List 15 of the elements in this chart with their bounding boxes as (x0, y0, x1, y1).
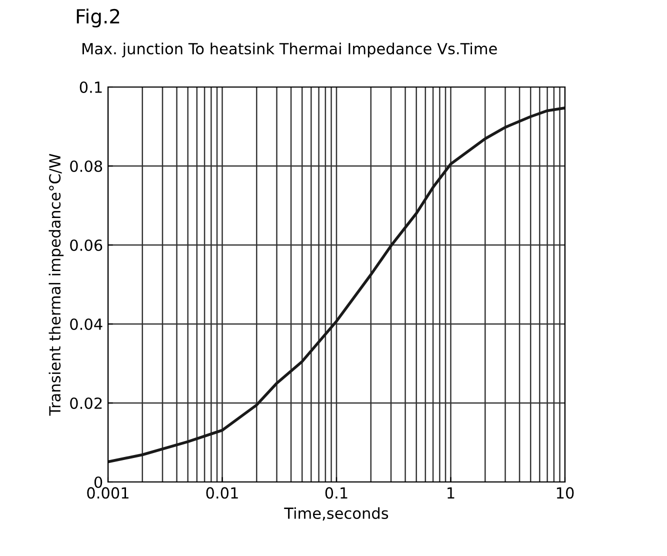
chart-subtitle: Max. junction To heatsink Thermai Impedance Vs.Time (82, 42, 497, 58)
chart-title: Fig.2 (76, 8, 120, 28)
y-tick-label: 0.04 (70, 318, 102, 330)
y-tick-label: 0 (94, 476, 102, 488)
y-axis-title: Transient thermal impedance°C/W (48, 154, 64, 416)
x-tick-label: 0.1 (325, 487, 348, 499)
x-tick-label: 0.01 (206, 487, 238, 499)
x-tick-label: 0.001 (87, 487, 128, 499)
x-tick-label: 10 (556, 487, 574, 499)
y-tick-label: 0.02 (70, 397, 102, 410)
y-tick-label: 0.06 (70, 239, 102, 252)
y-tick-label: 0.08 (70, 160, 102, 172)
x-tick-label: 1 (448, 487, 454, 498)
y-tick-label: 0.1 (80, 81, 102, 94)
x-axis-title: Time,seconds (284, 507, 388, 521)
